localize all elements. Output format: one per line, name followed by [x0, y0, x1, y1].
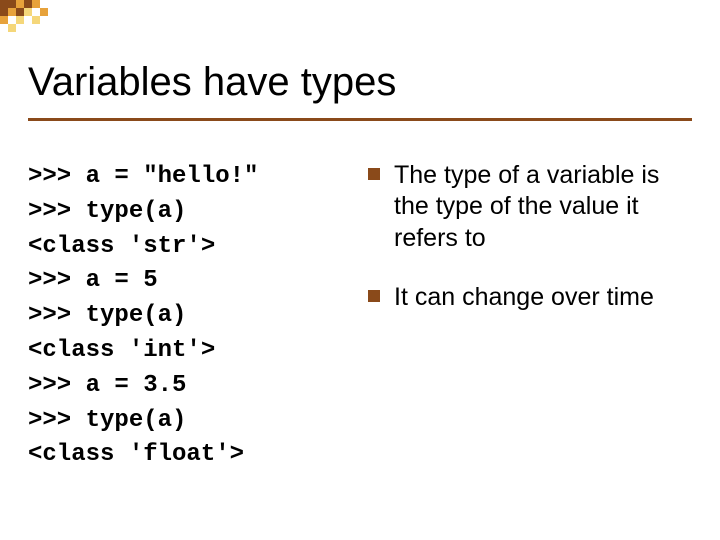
deco-pixel [24, 0, 32, 8]
bullet-list: The type of a variable is the type of th… [358, 160, 692, 473]
deco-pixel [32, 16, 40, 24]
deco-pixel [0, 16, 8, 24]
code-block: >>> a = "hello!" >>> type(a) <class 'str… [28, 160, 358, 473]
square-bullet-icon [368, 168, 380, 180]
deco-pixel [8, 0, 16, 8]
deco-pixel [32, 0, 40, 8]
bullet-item: The type of a variable is the type of th… [368, 160, 692, 254]
deco-pixel [0, 8, 8, 16]
deco-pixel [16, 0, 24, 8]
title-underline [28, 118, 692, 121]
deco-pixel [16, 8, 24, 16]
slide: Variables have types >>> a = "hello!" >>… [0, 0, 720, 540]
deco-pixel [16, 16, 24, 24]
slide-title: Variables have types [28, 60, 396, 105]
corner-decoration [0, 0, 120, 32]
bullet-text: It can change over time [394, 282, 654, 313]
slide-body: >>> a = "hello!" >>> type(a) <class 'str… [28, 160, 692, 473]
bullet-text: The type of a variable is the type of th… [394, 160, 692, 254]
deco-pixel [8, 24, 16, 32]
square-bullet-icon [368, 290, 380, 302]
bullet-item: It can change over time [368, 282, 692, 313]
deco-pixel [40, 8, 48, 16]
deco-pixel [0, 0, 8, 8]
deco-pixel [8, 8, 16, 16]
deco-pixel [24, 8, 32, 16]
